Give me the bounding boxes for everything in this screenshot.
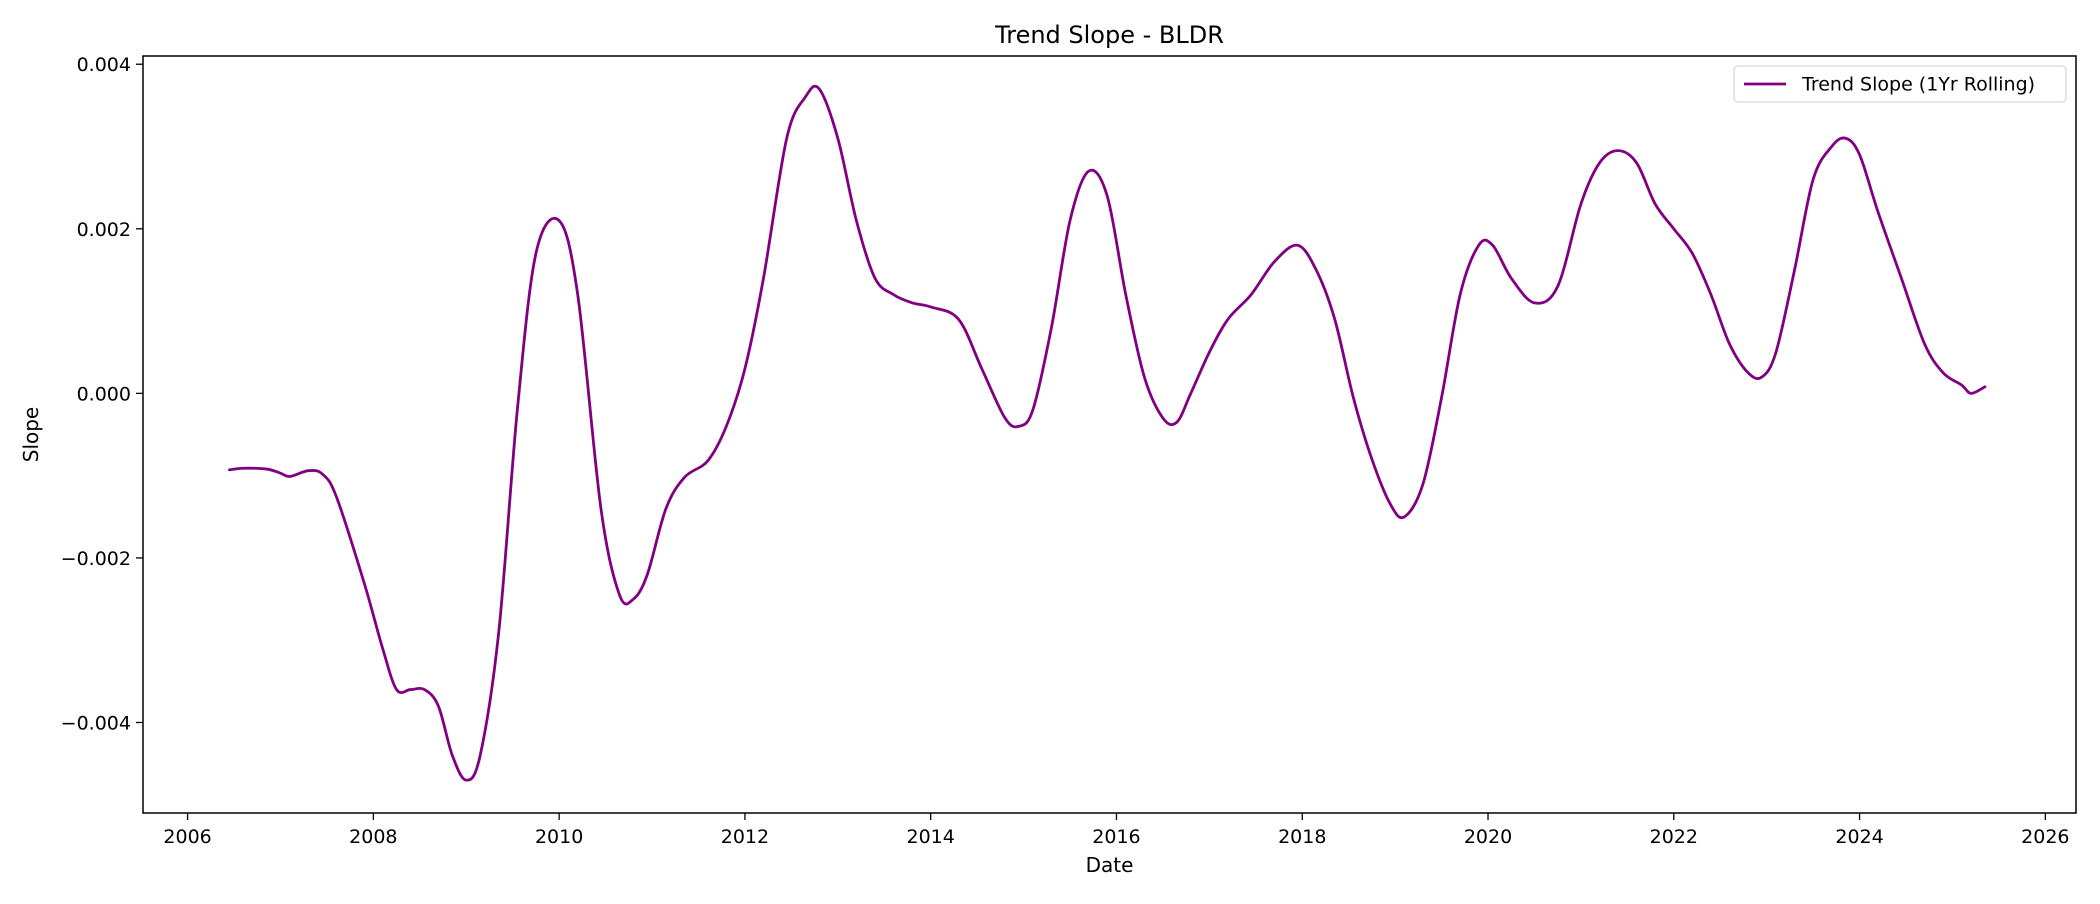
x-tick-label: 2014 <box>907 826 955 848</box>
y-tick-label: 0.004 <box>77 54 131 76</box>
legend: Trend Slope (1Yr Rolling) <box>1733 65 2067 103</box>
legend-label: Trend Slope (1Yr Rolling) <box>1801 74 2035 96</box>
trend-slope-line <box>227 84 1987 782</box>
x-tick-label: 2012 <box>721 826 769 848</box>
y-axis: −0.004 −0.002 0.000 0.002 0.004 <box>61 54 143 734</box>
x-tick-label: 2022 <box>1650 826 1698 848</box>
y-axis-title: Slope <box>19 407 43 463</box>
y-tick-label: 0.002 <box>77 219 131 241</box>
x-axis-title: Date <box>1086 853 1134 877</box>
x-tick-label: 2024 <box>1835 826 1883 848</box>
chart-title: Trend Slope - BLDR <box>994 21 1224 49</box>
y-tick-label: −0.004 <box>61 712 131 734</box>
y-tick-label: 0.000 <box>77 383 131 405</box>
x-tick-label: 2006 <box>163 826 211 848</box>
legend-box <box>1733 65 2067 103</box>
x-tick-label: 2016 <box>1092 826 1140 848</box>
y-tick-label: −0.002 <box>61 548 131 570</box>
x-tick-label: 2020 <box>1464 826 1512 848</box>
x-axis: 2006 2008 2010 2012 2014 2016 2018 2020 2022 2024… <box>163 813 2070 848</box>
x-tick-label: 2008 <box>349 826 397 848</box>
x-tick-label: 2026 <box>2021 826 2069 848</box>
x-tick-label: 2018 <box>1278 826 1326 848</box>
x-tick-label: 2010 <box>535 826 583 848</box>
plot-area-frame <box>142 55 2077 814</box>
